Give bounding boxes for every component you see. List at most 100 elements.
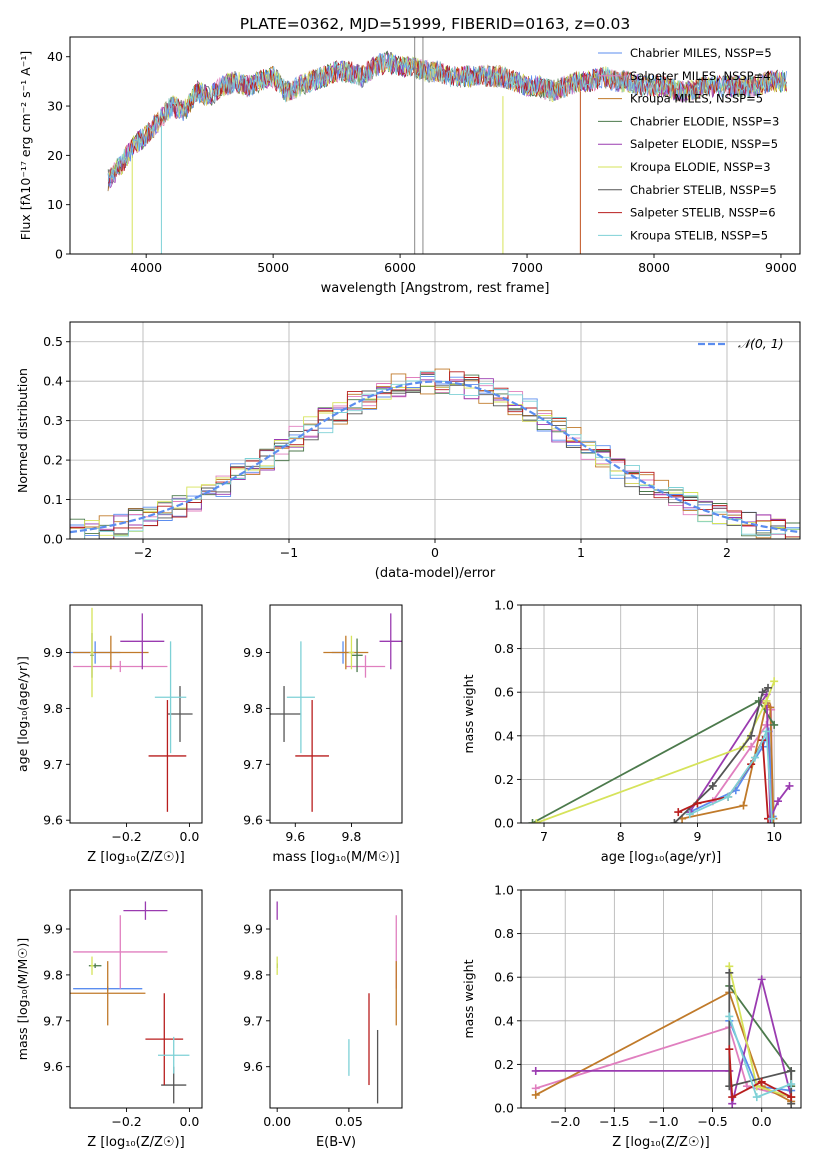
weight-marker [708, 781, 717, 790]
axes-frame [69, 321, 801, 540]
x-tick-label: 9 [693, 829, 701, 844]
weight-marker [739, 801, 748, 810]
panel-mass-vs-ebv: 0.00 0.05 9.6 9.7 9.8 9.9 E(B-V) [243, 889, 403, 1150]
weight-marker [725, 1045, 734, 1054]
x-tick-label: 0.0 [179, 829, 199, 844]
panel-weight-vs-age: 7 8 9 10 0.0 0.2 0.4 0.6 0.8 1.0 age [log₁₀(age/yr… [461, 598, 802, 865]
weight-marker [757, 1077, 766, 1086]
plot-area [107, 37, 787, 254]
weight-marker [767, 814, 776, 823]
x-tick-label: 7 [540, 829, 548, 844]
y-tick-label: 0.2 [494, 772, 514, 787]
plot-area [70, 901, 190, 1104]
y-axis-label: mass weight [461, 959, 476, 1038]
figure-title: PLATE=0362, MJD=51999, FIBERID=0163, z=0… [240, 15, 630, 33]
axes-frame [69, 36, 801, 255]
x-tick-label: 2 [723, 545, 731, 560]
y-tick-label: 0.8 [494, 926, 514, 941]
y-tick-label: 9.8 [243, 701, 263, 716]
x-tick-label: −1.5 [599, 1114, 629, 1129]
weight-marker [787, 1093, 796, 1102]
x-tick-label: 9000 [765, 260, 797, 275]
y-tick-label: 0.5 [43, 334, 63, 349]
panel-spectrum: 4000 5000 6000 7000 8000 9000 0 10 20 30 40 wavelen… [18, 36, 801, 296]
x-tick-label: 10 [766, 829, 782, 844]
y-tick-label: 10 [47, 197, 63, 212]
x-axis-label: (data-model)/error [375, 566, 496, 581]
x-axis-label: E(B-V) [316, 1135, 356, 1150]
plot-area [70, 607, 193, 812]
legend-entry: Salpeter STELIB, NSSP=6 [630, 206, 776, 220]
y-tick-label: 9.7 [43, 1013, 63, 1028]
x-tick-label: −0.2 [111, 1114, 141, 1129]
panel-age-vs-z: −0.2 0.0 9.6 9.7 9.8 9.9 Z [log₁₀(Z/Z☉)] age [l… [15, 604, 203, 865]
y-tick-label: 9.9 [243, 645, 263, 660]
spectrum-line [107, 54, 787, 184]
x-tick-label: 0.0 [179, 1114, 199, 1129]
plot-area [70, 368, 800, 539]
spectrum-line [107, 53, 787, 181]
y-tick-label: 9.6 [243, 1059, 263, 1074]
x-tick-label: 9.8 [342, 829, 362, 844]
weight-marker [787, 1080, 796, 1089]
plot-area [276, 901, 397, 1104]
panel-weight-vs-z: −2.0 −1.5 −1.0 −0.5 0.0 0.0 0.2 0.4 0.6 0.8 1.0 Z [… [461, 883, 802, 1150]
y-tick-label: 1.0 [494, 598, 514, 613]
x-axis-label: Z [log₁₀(Z/Z☉)] [87, 850, 184, 865]
y-tick-label: 0.4 [494, 728, 514, 743]
legend-entry: 𝒩(0, 1) [738, 336, 784, 351]
x-tick-label: 8000 [638, 260, 670, 275]
x-tick-label: 8 [617, 829, 625, 844]
x-tick-label: −2 [134, 545, 152, 560]
weight-marker [747, 731, 756, 740]
weight-marker [685, 810, 694, 819]
legend-entry: Chabrier MILES, NSSP=5 [630, 46, 772, 60]
y-tick-label: 0.6 [494, 685, 514, 700]
x-tick-label: 6000 [384, 260, 416, 275]
x-tick-label: 1 [577, 545, 585, 560]
weight-marker [762, 696, 771, 705]
x-tick-label: −1 [280, 545, 298, 560]
y-tick-label: 0.2 [494, 1057, 514, 1072]
x-tick-label: 0 [431, 545, 439, 560]
y-axis-label: Flux [fλ10⁻¹⁷ erg cm⁻² s⁻¹ A⁻¹] [18, 51, 33, 240]
weight-marker [693, 799, 702, 808]
y-tick-label: 20 [47, 148, 63, 163]
weight-marker [724, 792, 733, 801]
x-axis-label: mass [log₁₀(M/M☉)] [272, 850, 399, 865]
x-axis-label: age [log₁₀(age/yr)] [601, 850, 722, 865]
weight-marker [532, 819, 541, 823]
weight-marker [725, 968, 734, 977]
y-tick-label: 0.4 [494, 1013, 514, 1028]
y-tick-label: 0.1 [43, 492, 63, 507]
legend-entry: Chabrier STELIB, NSSP=5 [630, 183, 777, 197]
y-axis-label: mass [log₁₀(M/M☉)] [15, 938, 30, 1060]
weight-marker [758, 688, 767, 697]
weight-marker [785, 781, 794, 790]
histogram-step [70, 371, 800, 539]
y-tick-label: 9.9 [243, 922, 263, 937]
x-tick-label: 0.00 [263, 1114, 291, 1129]
weight-marker [770, 677, 779, 686]
weight-marker [674, 808, 683, 817]
weight-marker [728, 1093, 737, 1102]
y-tick-label: 9.6 [43, 813, 63, 828]
weight-line [532, 699, 775, 823]
x-tick-label: −0.5 [697, 1114, 727, 1129]
x-tick-label: −1.0 [648, 1114, 678, 1129]
y-axis-label: Normed distribution [15, 368, 30, 493]
plot-area [531, 962, 796, 1108]
legend-entry: Kroupa STELIB, NSSP=5 [630, 228, 768, 242]
weight-marker [752, 1093, 761, 1102]
y-tick-label: 9.9 [43, 922, 63, 937]
weight-marker [787, 1066, 796, 1075]
x-tick-label: 7000 [511, 260, 543, 275]
y-tick-label: 9.9 [43, 645, 63, 660]
weight-marker [725, 1012, 734, 1021]
x-tick-label: 9.6 [285, 829, 305, 844]
weight-marker [531, 1066, 540, 1075]
legend-entry: Kroupa MILES, NSSP=5 [630, 92, 763, 106]
weight-marker [747, 742, 756, 751]
x-axis-label: wavelength [Angstrom, rest frame] [321, 281, 550, 296]
